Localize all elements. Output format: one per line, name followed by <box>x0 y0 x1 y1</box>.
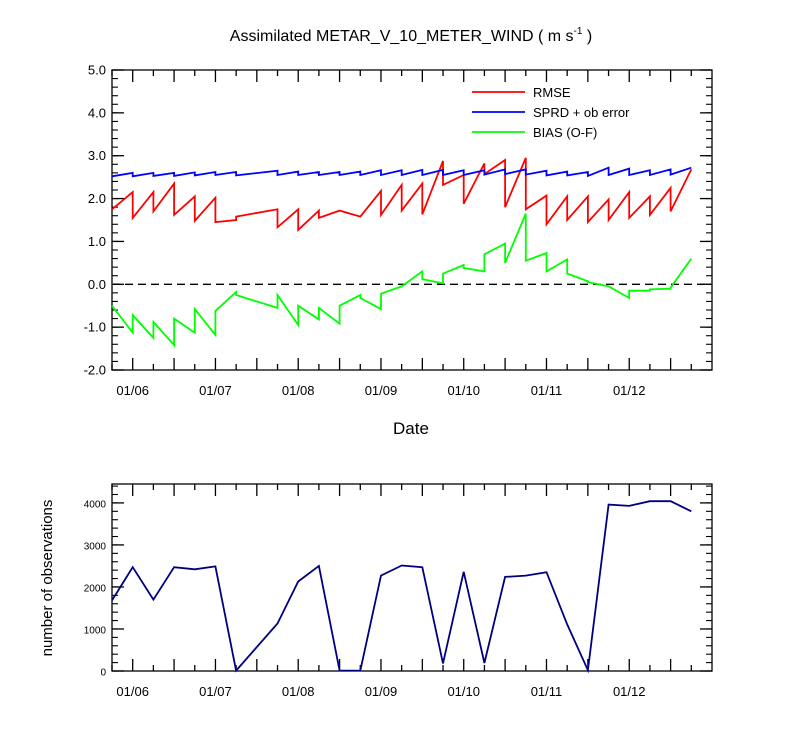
x-tick-label: 01/09 <box>365 684 398 699</box>
series-line-sprd <box>111 166 692 178</box>
x-tick-label: 01/12 <box>613 383 646 398</box>
x-tick-label: 01/10 <box>447 684 480 699</box>
plot-frame <box>111 69 713 371</box>
x-tick-label: 01/06 <box>116 684 149 699</box>
legend-label-bias: BIAS (O-F) <box>533 125 597 140</box>
bottom-chart: 01/06 01/07 01/08 01/09 01/10 01/11 01/12 0 1000… <box>84 483 713 699</box>
x-tick-label: 01/11 <box>531 383 563 398</box>
x-axis-label: Date <box>393 419 429 438</box>
x-tick-label: 01/06 <box>116 383 149 398</box>
y-tick-label: 5.0 <box>88 63 106 78</box>
chart-title: Assimilated METAR_V_10_METER_WIND ( m s-… <box>230 26 592 45</box>
legend-label-rmse: RMSE <box>533 85 571 100</box>
legend-label-sprd: SPRD + ob error <box>533 105 630 120</box>
y-tick-label: 4.0 <box>88 105 106 120</box>
y-tick-label: 0.0 <box>88 277 106 292</box>
series-line-obs <box>111 500 692 674</box>
x-tick-label: 01/09 <box>365 383 398 398</box>
y-tick-label: -2.0 <box>84 363 106 378</box>
series-line-rmse <box>111 157 693 232</box>
y-tick-label: 1000 <box>84 625 107 636</box>
y-tick-label: 4000 <box>84 499 107 510</box>
x-tick-label: 01/08 <box>282 684 315 699</box>
y-tick-label: 3000 <box>84 541 107 552</box>
y-tick-label: 2000 <box>84 583 107 594</box>
y-tick-label: 2.0 <box>88 191 106 206</box>
plot-frame <box>111 483 713 672</box>
x-tick-label: 01/11 <box>531 684 563 699</box>
top-chart: 01/06 01/07 01/08 01/09 01/10 01/11 01/12 -2.0 -… <box>84 63 713 398</box>
x-tick-label: 01/07 <box>199 684 232 699</box>
x-tick-label: 01/08 <box>282 383 315 398</box>
y-tick-label: 1.0 <box>88 234 106 249</box>
x-tick-label: 01/07 <box>199 383 232 398</box>
y-axis-label-obs: number of observations <box>39 500 56 657</box>
x-tick-label: 01/12 <box>613 684 646 699</box>
y-tick-label: -1.0 <box>84 320 106 335</box>
y-tick-label: 0 <box>100 668 106 679</box>
series-line-bias <box>111 213 693 348</box>
y-tick-label: 3.0 <box>88 148 106 163</box>
x-tick-label: 01/10 <box>447 383 480 398</box>
